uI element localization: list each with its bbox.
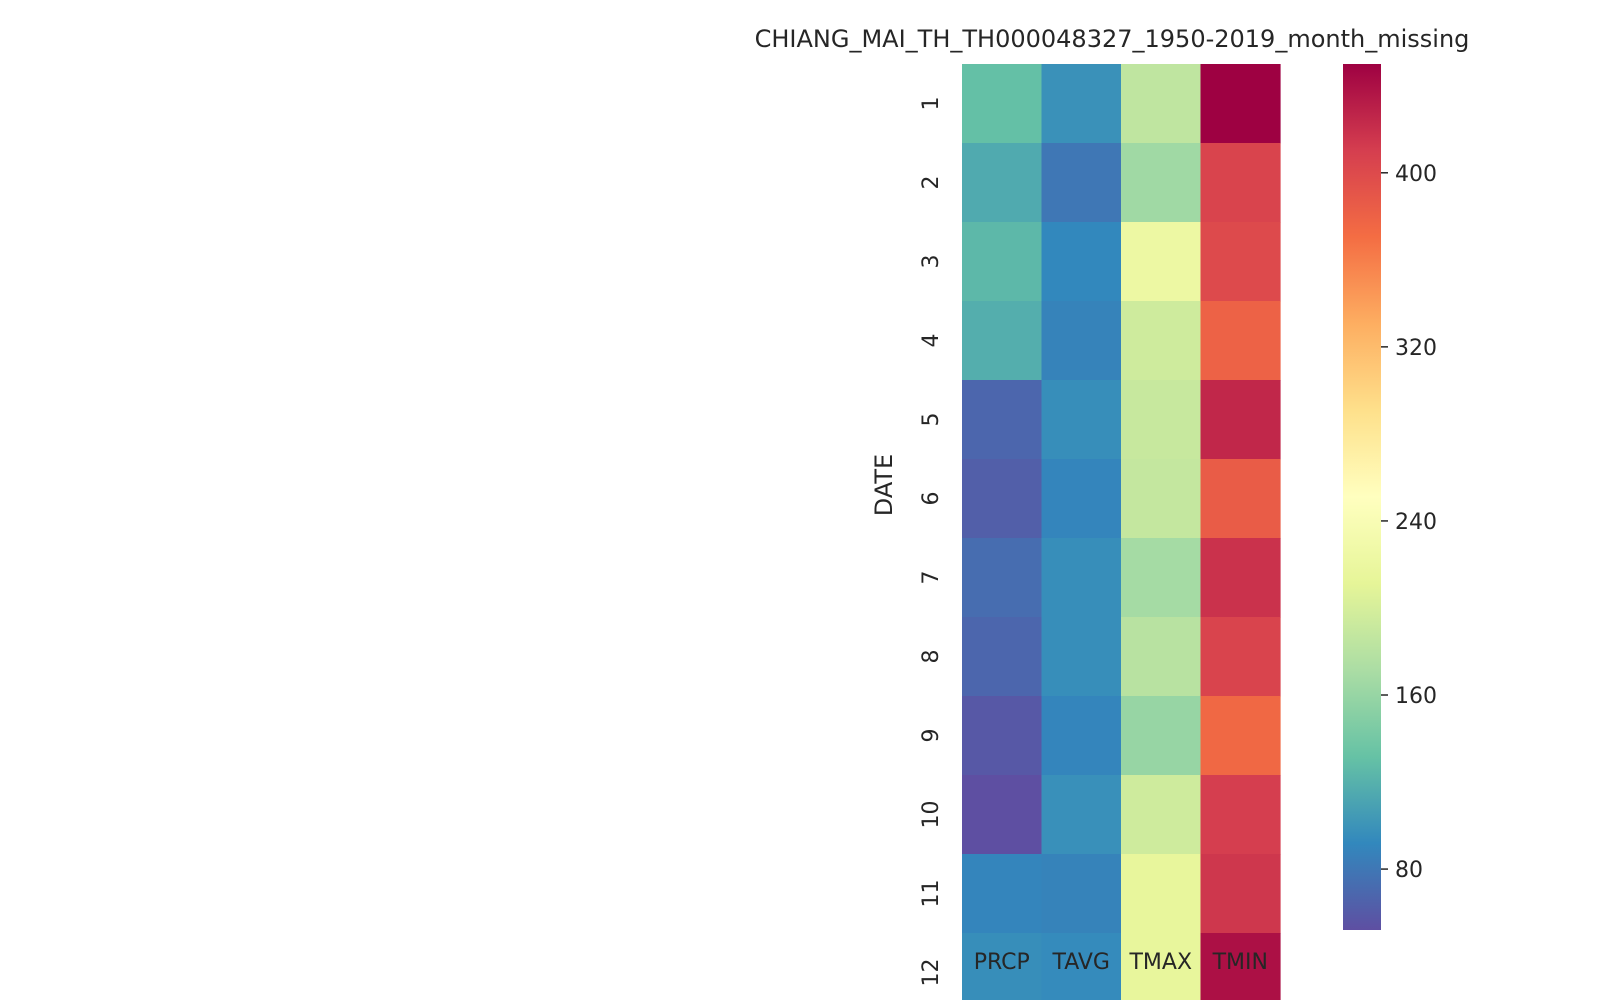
y-tick-label: 5 [919,413,944,427]
heatmap-cell [962,64,1043,144]
colorbar-tick-label: 160 [1395,684,1437,709]
colorbar-tick-label: 400 [1395,162,1437,187]
heatmap-cell [962,222,1043,302]
heatmap-cell [1041,380,1122,460]
y-tick-label: 9 [919,729,944,743]
y-tick-label: 12 [919,959,944,987]
heatmap-cell [1200,617,1281,697]
heatmap-cell [962,617,1043,697]
heatmap-cell [1200,696,1281,776]
heatmap-cell [1200,538,1281,618]
heatmap-cell [1041,775,1122,855]
y-tick-label: 11 [919,880,944,908]
heatmap-cell [1121,775,1202,855]
y-tick-label: 10 [919,801,944,829]
heatmap-cell [1200,64,1281,144]
y-tick-label: 1 [919,97,944,111]
y-axis-label: DATE [870,454,898,516]
heatmap-cell [1041,459,1122,539]
heatmap-cell [1121,222,1202,302]
heatmap-cell [1121,64,1202,144]
heatmap-cell [962,301,1043,381]
y-tick-label: 8 [919,650,944,664]
heatmap-cell [1041,301,1122,381]
heatmap-cell [1200,775,1281,855]
heatmap-cell [1121,538,1202,618]
x-tick-label: TAVG [1052,950,1110,975]
heatmap-cell [1121,459,1202,539]
y-tick-label: 3 [919,255,944,269]
heatmap-cell [1200,380,1281,460]
heatmap-cell [962,775,1043,855]
heatmap-cell [1041,854,1122,934]
heatmap-cell [1121,933,1202,1000]
colorbar-tick-label: 320 [1395,336,1437,361]
chart-title: CHIANG_MAI_TH_TH000048327_1950-2019_mont… [755,25,1470,53]
heatmap-cells [962,64,1281,1000]
x-tick-label: TMIN [1212,950,1268,975]
heatmap-cell [1121,617,1202,697]
heatmap-cell [1041,222,1122,302]
heatmap-cell [1200,933,1281,1000]
heatmap-cell [1041,143,1122,223]
heatmap-cell [1121,696,1202,776]
y-tick-label: 7 [919,571,944,585]
heatmap-cell [1041,696,1122,776]
heatmap-cell [1041,617,1122,697]
heatmap-cell [1200,301,1281,381]
colorbar-ticks: 80 160 240 320 400 [1381,162,1437,883]
colorbar [1343,64,1381,930]
x-tick-labels: PRCP TAVG TMAX TMIN [974,950,1268,975]
heatmap-cell [1200,459,1281,539]
heatmap-cell [1121,380,1202,460]
heatmap-cell [962,854,1043,934]
heatmap-cell [962,459,1043,539]
heatmap-cell [1041,64,1122,144]
heatmap-cell [962,143,1043,223]
colorbar-tick-label: 80 [1395,858,1423,883]
heatmap-cell [1121,854,1202,934]
heatmap-cell [962,380,1043,460]
heatmap-cell [962,538,1043,618]
heatmap-cell [1041,538,1122,618]
y-tick-label: 2 [919,176,944,190]
heatmap-cell [1200,143,1281,223]
x-tick-label: PRCP [974,950,1030,975]
heatmap-cell [962,933,1043,1000]
heatmap-cell [1041,933,1122,1000]
colorbar-tick-label: 240 [1395,510,1437,535]
x-tick-label: TMAX [1128,950,1192,975]
heatmap-cell [1200,854,1281,934]
heatmap-cell [1121,143,1202,223]
y-tick-label: 4 [919,334,944,348]
heatmap-cell [962,696,1043,776]
heatmap-cell [1121,301,1202,381]
y-tick-label: 6 [919,492,944,506]
heatmap-cell [1200,222,1281,302]
